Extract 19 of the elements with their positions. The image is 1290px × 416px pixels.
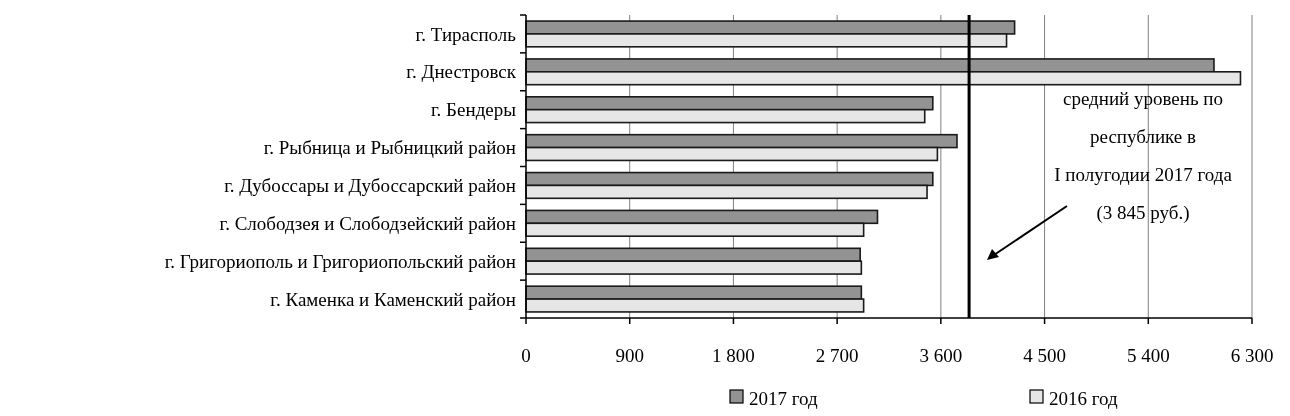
y-tick-label: г. Рыбница и Рыбницкий район xyxy=(263,137,516,159)
x-tick-label: 2 700 xyxy=(815,345,859,366)
y-tick-label: г. Дубоссары и Дубоссарский район xyxy=(224,175,516,197)
x-tick-label: 4 500 xyxy=(1023,345,1066,366)
x-tick-label: 5 400 xyxy=(1126,345,1170,366)
x-tick-label: 0 xyxy=(521,345,531,366)
x-tick-label: 900 xyxy=(615,345,644,366)
y-tick-label: г. Тирасполь xyxy=(415,23,517,45)
y-tick-label: г. Днестровск xyxy=(406,61,517,83)
x-tick-label: 1 800 xyxy=(712,345,755,366)
y-tick-label: г. Каменка и Каменский район xyxy=(270,288,516,310)
y-tick-label: г. Слободзея и Слободзейский район xyxy=(219,212,516,234)
legend-label: 2016 год xyxy=(1049,387,1119,409)
y-tick-label: г. Бендеры xyxy=(430,99,517,121)
legend-label: 2017 год xyxy=(749,387,819,409)
y-tick-label: г. Григориополь и Григориопольский район xyxy=(164,250,516,272)
annotation: средний уровень по республике в I полугодии 2017 года (3 845 руб.) xyxy=(1054,88,1233,224)
x-tick-label: 6 300 xyxy=(1230,345,1274,366)
x-tick-label: 3 600 xyxy=(919,345,963,366)
